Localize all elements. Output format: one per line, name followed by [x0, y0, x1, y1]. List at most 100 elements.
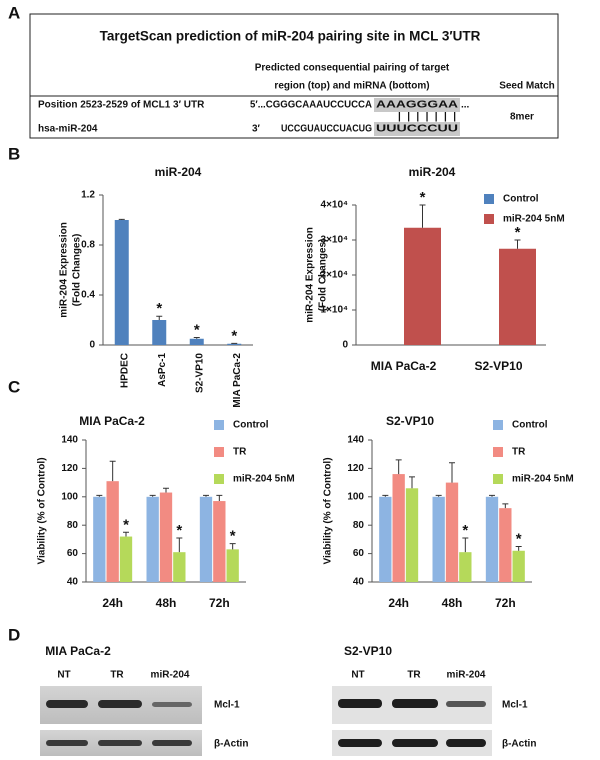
bar: [199, 496, 213, 582]
sequence: UCCGUAUCCUACUG: [281, 124, 372, 135]
x-tick-label: 72h: [209, 596, 230, 610]
error-bar: [435, 494, 442, 497]
blot-band: [392, 699, 438, 708]
y-tick-label: 140: [347, 435, 364, 446]
blot-title: S2-VP10: [344, 644, 392, 658]
seed: UUUCCCUU: [376, 124, 458, 135]
y-tick-label: 60: [67, 548, 79, 559]
legend-label: TR: [512, 447, 526, 458]
significance: *: [230, 528, 236, 545]
bar: [459, 552, 472, 582]
error-bar: [489, 494, 495, 497]
error-bar: [96, 494, 103, 497]
x-tick-label: S2-VP10: [474, 359, 522, 373]
bar: [146, 496, 159, 582]
bar: [152, 320, 167, 345]
significance: *: [194, 321, 200, 338]
seed: AAAGGGAA: [376, 100, 458, 111]
y-tick-label: 100: [61, 491, 78, 502]
row-label: Mcl-1: [214, 700, 240, 711]
bar: [189, 338, 204, 345]
seed-highlight: [374, 98, 460, 112]
blot-band: [338, 739, 382, 747]
blot-band: [446, 701, 486, 707]
y-tick-label: 1.2: [81, 190, 95, 201]
blot-band: [152, 702, 192, 707]
significance: *: [516, 530, 522, 547]
bar: [445, 482, 459, 582]
bar: [119, 536, 133, 582]
seed-match: 8mer: [510, 112, 534, 123]
error-bar: [229, 543, 236, 550]
y-tick-label: 120: [347, 463, 364, 474]
bar: [379, 496, 392, 582]
blot-band: [338, 699, 382, 708]
error-bar: [176, 537, 183, 553]
x-tick-label: 48h: [156, 596, 177, 610]
legend-label: miR-204 5nM: [512, 474, 574, 485]
blot-band: [98, 700, 142, 708]
significance: *: [462, 522, 468, 539]
error-bar: [149, 494, 156, 497]
x-tick-label: S2-VP10: [194, 353, 205, 393]
chart-title: S2-VP10: [386, 414, 434, 428]
blot-band: [446, 739, 486, 747]
significance: *: [515, 224, 521, 241]
significance: *: [123, 516, 129, 533]
panel-label: D: [8, 625, 20, 644]
y-tick-label: 140: [61, 435, 78, 446]
error-bar: [203, 494, 209, 497]
legend-swatch: [493, 474, 503, 484]
legend-label: miR-204 5nM: [503, 214, 565, 225]
chart-title: miR-204: [155, 165, 202, 179]
y-axis-label: Viability (% of Control): [37, 457, 48, 564]
chart-title: MIA PaCa-2: [79, 414, 145, 428]
blot-right: S2-VP10 NT TR miR-204 Mcl-1 β-Actin: [332, 644, 536, 756]
y-axis-label: miR-204 Expression: [305, 227, 316, 323]
lane-label: TR: [110, 670, 124, 681]
y-axis-label: (Fold Changes): [72, 234, 83, 307]
error-bar: [514, 239, 521, 249]
bar: [93, 496, 106, 582]
bar: [432, 496, 445, 582]
legend-swatch: [493, 420, 503, 430]
y-tick-label: 3×10⁴: [321, 235, 349, 246]
legend-label: TR: [233, 447, 247, 458]
bar: [227, 343, 242, 345]
error-bar: [109, 460, 116, 482]
legend-label: Control: [233, 420, 269, 431]
blot-band: [152, 740, 192, 746]
y-tick-label: 80: [353, 520, 365, 531]
significance: *: [231, 327, 237, 344]
sequence-tail: ...: [461, 100, 470, 111]
seed-highlight: [374, 122, 460, 136]
error-bar: [462, 537, 469, 553]
error-bar: [123, 531, 129, 537]
bar: [512, 550, 525, 582]
legend-swatch: [214, 474, 224, 484]
row-label: Mcl-1: [502, 700, 528, 711]
y-tick-label: 80: [67, 520, 79, 531]
panel-a-box: [29, 13, 559, 139]
error-bar: [156, 315, 163, 320]
x-tick-label: 72h: [495, 596, 516, 610]
y-tick-label: 0: [89, 340, 95, 351]
error-bar: [409, 476, 415, 489]
error-bar: [449, 462, 455, 483]
row-label: Position 2523-2529 of MCL1 3′ UTR: [38, 100, 205, 111]
seed-header: Seed Match: [499, 81, 555, 92]
y-tick-label: 120: [61, 463, 78, 474]
legend-label: Control: [503, 194, 539, 205]
bar: [499, 508, 512, 582]
legend-swatch: [484, 214, 494, 224]
bar: [226, 549, 239, 582]
error-bar: [216, 494, 223, 502]
y-axis-label: Viability (% of Control): [323, 457, 334, 564]
bar: [499, 248, 536, 345]
blot-left: MIA PaCa-2 NT TR miR-204 Mcl-1 β-Actin: [40, 644, 248, 756]
lane-label: TR: [407, 670, 421, 681]
panel-a-header: Predicted consequential pairing of targe…: [255, 63, 450, 74]
error-bar: [419, 204, 426, 228]
lane-label: NT: [351, 670, 364, 681]
